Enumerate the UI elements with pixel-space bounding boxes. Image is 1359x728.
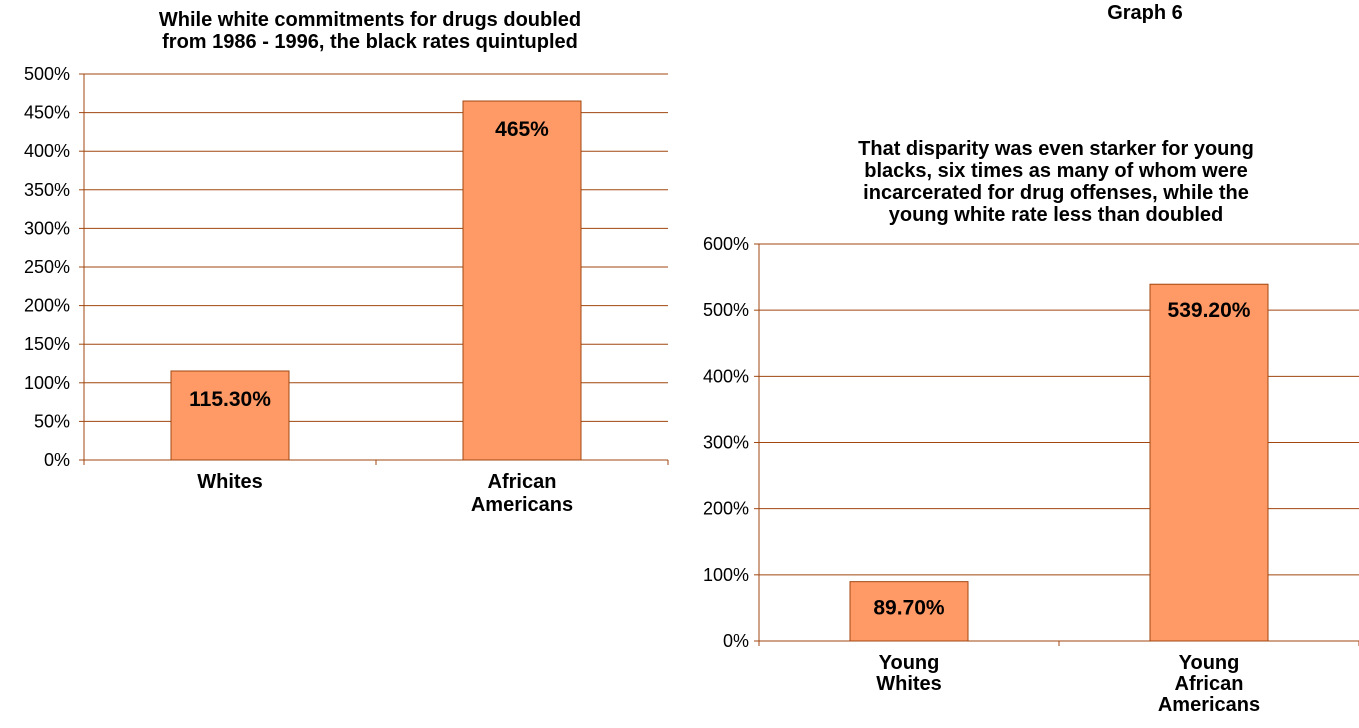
category-label-line: Whites	[876, 673, 942, 695]
y-tick-label: 300%	[24, 218, 70, 238]
bar	[170, 370, 290, 461]
y-tick-label: 400%	[703, 366, 749, 386]
data-label: 115.30%	[189, 388, 271, 411]
chart-title-line: young white rate less than doubled	[889, 204, 1223, 226]
y-tick-label: 350%	[24, 180, 70, 200]
y-tick-label: 400%	[24, 141, 70, 161]
category-label-line: African	[1175, 673, 1244, 695]
bar	[1149, 283, 1269, 642]
bar	[849, 581, 969, 642]
chart-title-line: from 1986 - 1996, the black rates quintu…	[162, 31, 578, 53]
category-label-line: Young	[1179, 652, 1240, 674]
y-tick-label: 500%	[703, 300, 749, 320]
data-label: 539.20%	[1168, 299, 1251, 322]
category-label-line: Young	[879, 652, 940, 674]
category-label: African Americans	[471, 471, 573, 516]
category-label-line: Whites	[197, 471, 263, 493]
category-label: Young African Americans	[1158, 652, 1260, 716]
chart-title-line: blacks, six times as many of whom were	[864, 160, 1248, 182]
y-tick-label: 0%	[44, 450, 70, 470]
category-label-line: African	[488, 471, 557, 493]
y-tick-label: 200%	[24, 296, 70, 316]
y-tick-label: 200%	[703, 499, 749, 519]
chart-young-incarceration: That disparity was even starker for youn…	[703, 138, 1359, 716]
chart-title-line: That disparity was even starker for youn…	[858, 138, 1254, 160]
y-tick-label: 300%	[703, 433, 749, 453]
y-tick-label: 100%	[24, 373, 70, 393]
chart-title-line: incarcerated for drug offenses, while th…	[863, 182, 1249, 204]
category-label-line: Americans	[471, 494, 573, 516]
y-tick-label: 100%	[703, 565, 749, 585]
bar	[462, 100, 582, 461]
y-tick-label: 150%	[24, 334, 70, 354]
y-tick-label: 600%	[703, 234, 749, 254]
category-label-line: Americans	[1158, 694, 1260, 716]
chart-title: While white commitments for drugs double…	[159, 9, 581, 53]
y-tick-label: 500%	[24, 64, 70, 84]
y-tick-label: 450%	[24, 103, 70, 123]
data-label: 89.70%	[873, 597, 945, 620]
chart-drug-commitments: While white commitments for drugs double…	[24, 9, 669, 516]
graph-number-label: Graph 6	[1107, 2, 1183, 24]
data-label: 465%	[495, 118, 549, 141]
y-tick-label: 0%	[723, 631, 749, 651]
y-tick-label: 50%	[34, 411, 70, 431]
chart-title: That disparity was even starker for youn…	[858, 138, 1254, 226]
category-label: Young Whites	[876, 652, 942, 695]
chart-title-line: While white commitments for drugs double…	[159, 9, 581, 31]
y-tick-label: 250%	[24, 257, 70, 277]
category-label: Whites	[197, 471, 263, 493]
